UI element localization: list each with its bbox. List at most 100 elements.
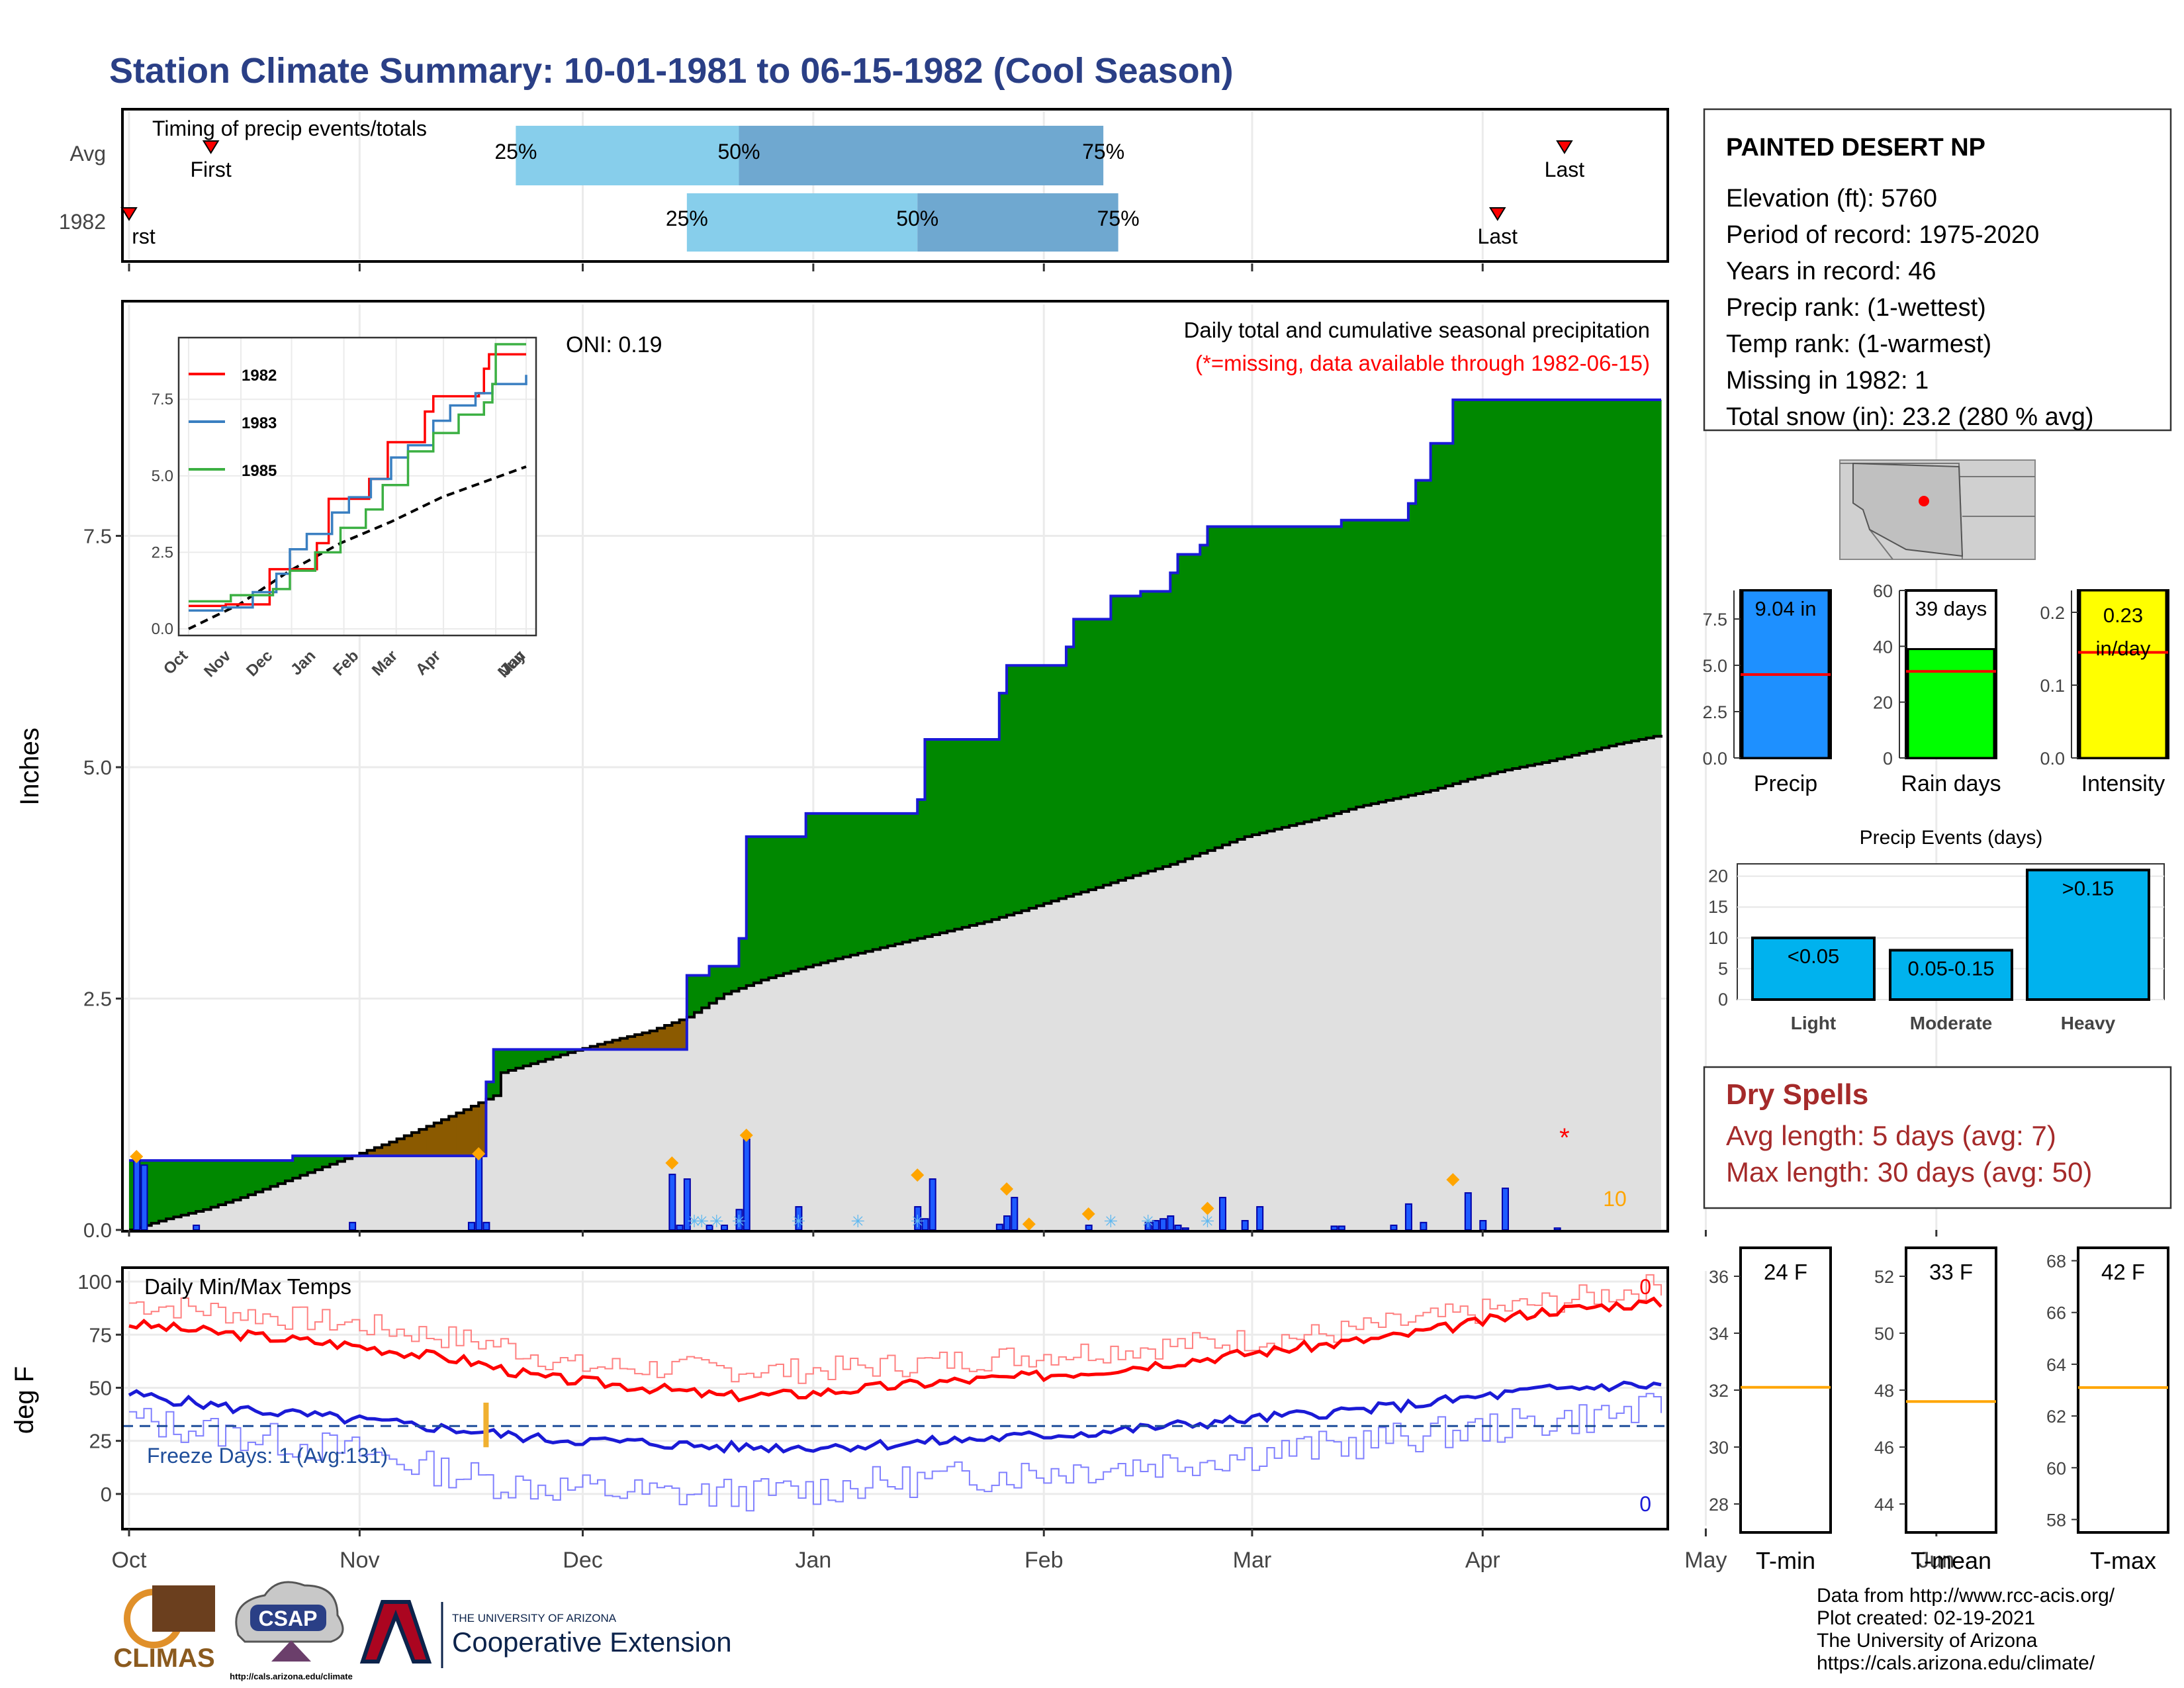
- above-normal-fill: [1267, 526, 1275, 831]
- below-normal-fill: [605, 1042, 614, 1050]
- timing-first-label-avg: First: [191, 158, 232, 181]
- above-normal-fill: [872, 813, 881, 950]
- inset-legend: 1982 1983 1985: [189, 367, 277, 480]
- precip-ytick-label-2: 5.0: [83, 756, 112, 779]
- temp-box-tick-2-5: 68: [2046, 1252, 2066, 1272]
- above-normal-fill: [210, 1160, 219, 1207]
- normal-cumulative-fill: [129, 735, 1661, 1230]
- extreme-event-marker: [1000, 1182, 1014, 1196]
- above-normal-fill: [1036, 665, 1044, 906]
- below-normal-fill: [419, 1129, 428, 1156]
- station-snow: Total snow (in): 23.2 (280 % avg): [1726, 403, 2094, 431]
- station-elevation: Elevation (ft): 5760: [1726, 185, 1937, 212]
- above-normal-fill: [1646, 399, 1655, 738]
- intensity-bar-label: Intensity: [2081, 771, 2165, 796]
- above-normal-fill: [761, 836, 770, 980]
- above-normal-fill: [716, 966, 725, 999]
- extreme-count: 10: [1603, 1187, 1627, 1211]
- climas-logo-text: CLIMAS: [113, 1644, 214, 1673]
- below-normal-fill: [597, 1044, 606, 1050]
- temp-box-tick-2-0: 58: [2046, 1510, 2066, 1530]
- month-axis: Oct Nov Dec Jan Feb Mar Apr May Jun: [112, 1528, 1954, 1573]
- temps-grid: [122, 1271, 1938, 1526]
- month-label-5: Mar: [1233, 1548, 1272, 1573]
- above-normal-fill: [939, 739, 948, 933]
- daily-precip-bar: [1167, 1215, 1175, 1231]
- above-normal-fill: [538, 1049, 546, 1062]
- tmax-value: 42 F: [2101, 1260, 2145, 1284]
- timing-row-avg: Avg: [69, 142, 106, 165]
- temp-box-tick-0-1: 30: [1709, 1438, 1729, 1458]
- snow-day-marker: ✳: [709, 1211, 724, 1231]
- inset-normal-line: [188, 465, 527, 630]
- above-normal-fill: [1564, 399, 1572, 757]
- above-normal-fill: [1177, 554, 1186, 862]
- above-normal-fill: [798, 836, 807, 969]
- above-normal-fill: [962, 739, 970, 927]
- above-normal-fill: [702, 975, 710, 1008]
- above-normal-fill: [1549, 399, 1558, 761]
- locator-map: [1839, 459, 2036, 560]
- above-normal-fill: [233, 1160, 242, 1200]
- snow-day-marker: ✳: [1141, 1211, 1156, 1231]
- csap-mountain-icon: [271, 1640, 311, 1662]
- temps-ytick-label-0: 0: [101, 1483, 112, 1506]
- timing-last-label-1982: Last: [1478, 224, 1518, 248]
- events-cat-heavy: Heavy: [2061, 1013, 2116, 1033]
- month-label-3: Jan: [795, 1548, 831, 1573]
- above-normal-fill: [293, 1156, 301, 1178]
- snow-day-marker: ✳: [1103, 1211, 1118, 1231]
- above-normal-fill: [523, 1049, 531, 1066]
- above-normal-fill: [1497, 399, 1506, 772]
- above-normal-fill: [181, 1160, 189, 1215]
- above-normal-fill: [1527, 399, 1535, 766]
- above-normal-fill: [1237, 526, 1246, 840]
- temp-box-frame-1: [1905, 1246, 1997, 1534]
- month-label-1: Nov: [340, 1548, 379, 1573]
- above-normal-fill: [1400, 520, 1409, 798]
- intensity-bar: [2079, 589, 2167, 759]
- timing-pct-label-avg-1: 50%: [717, 140, 760, 164]
- daily-precip-bar: [193, 1225, 201, 1231]
- above-normal-fill: [746, 836, 754, 986]
- daily-precip-bar: [1330, 1225, 1338, 1231]
- above-normal-fill: [731, 966, 740, 992]
- observed-cumulative-line: [129, 398, 1661, 1162]
- events-tick-3: 15: [1708, 897, 1728, 917]
- above-normal-fill: [850, 813, 858, 955]
- events-bar-label-2: >0.15: [2062, 876, 2114, 900]
- freeze-event-bar: [483, 1402, 489, 1448]
- intensity-unit: in/day: [2096, 637, 2151, 660]
- above-normal-fill: [1408, 503, 1416, 796]
- above-normal-fill: [768, 836, 777, 978]
- above-normal-fill: [1586, 399, 1595, 752]
- above-normal-fill: [1081, 619, 1089, 892]
- temp-box-frame-0: [1739, 1246, 1832, 1534]
- dry-spells-panel: Dry Spells Avg length: 5 days (avg: 7) M…: [1703, 1066, 2172, 1209]
- inset-frame: [177, 336, 537, 637]
- month-label-0: Oct: [112, 1548, 147, 1573]
- footer-line-2: Plot created: 02-19-2021: [1817, 1607, 2035, 1629]
- above-normal-fill: [568, 1049, 576, 1053]
- above-normal-fill: [909, 813, 918, 941]
- precip-tick-2: 5.0: [1702, 656, 1727, 676]
- above-normal-fill: [1609, 399, 1617, 746]
- daily-precip-bar: [676, 1225, 684, 1231]
- above-normal-fill: [947, 739, 956, 931]
- above-normal-fill: [724, 966, 732, 994]
- inset-ytick-2: 5.0: [152, 467, 173, 485]
- raindays-tick-3: 60: [1873, 581, 1893, 601]
- below-normal-fill: [627, 1036, 635, 1050]
- above-normal-fill: [1155, 591, 1163, 869]
- temp-box-tick-2-3: 64: [2046, 1355, 2066, 1375]
- above-normal-fill: [1416, 480, 1424, 794]
- snow-day-marker: ✳: [792, 1211, 806, 1231]
- events-bar-label-1: 0.05-0.15: [1908, 957, 1995, 980]
- temp-box-tick-1-3: 50: [1874, 1324, 1894, 1344]
- above-normal-fill: [1631, 399, 1639, 741]
- above-normal-fill: [1028, 665, 1037, 909]
- page-title: Station Climate Summary: 10-01-1981 to 0…: [109, 51, 1234, 91]
- above-normal-fill: [1326, 526, 1335, 816]
- above-normal-fill: [1430, 443, 1439, 790]
- legend-label-1985: 1985: [242, 462, 277, 480]
